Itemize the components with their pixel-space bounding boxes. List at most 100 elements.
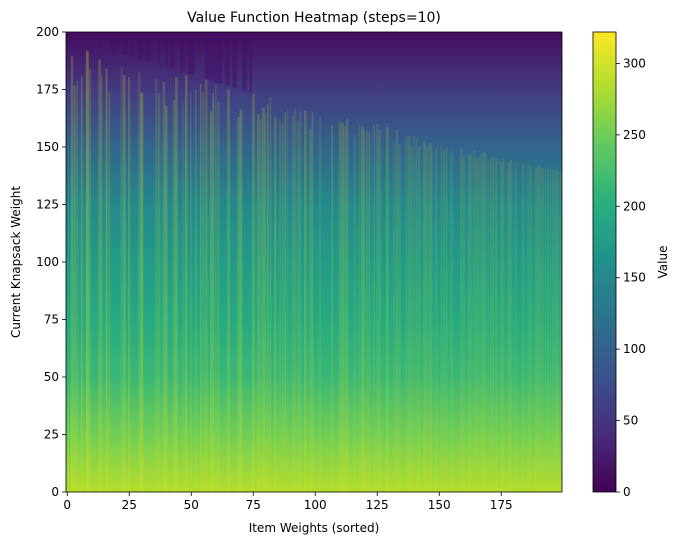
heatmap-column <box>557 171 559 492</box>
y-tick-label: 0 <box>51 485 59 499</box>
heatmap-column <box>462 154 465 492</box>
heatmap-column <box>274 117 277 492</box>
heatmap-column <box>485 152 487 492</box>
y-tick-label: 25 <box>44 428 59 442</box>
colorbar-tick-label: 100 <box>623 342 646 356</box>
heatmap-notch <box>242 32 245 91</box>
heatmap-column <box>547 168 549 492</box>
heatmap-column <box>214 84 217 492</box>
heatmap-notch <box>190 32 193 75</box>
heatmap-column <box>487 159 490 492</box>
heatmap-notch <box>224 32 228 86</box>
heatmap-notch <box>217 32 220 83</box>
colorbar-tick-label: 200 <box>623 199 646 213</box>
heatmap-column <box>527 163 530 492</box>
heatmap-column <box>264 113 267 492</box>
heatmap-notch <box>170 32 173 69</box>
heatmap-column <box>460 148 463 492</box>
heatmap-column <box>477 157 480 492</box>
heatmap-column <box>544 168 547 492</box>
heatmap-notch <box>207 32 210 80</box>
x-tick-label: 100 <box>304 498 327 512</box>
heatmap-column <box>261 107 265 492</box>
heatmap-column <box>534 167 538 492</box>
heatmap-column <box>269 97 272 492</box>
heatmap-column <box>376 124 379 492</box>
heatmap-column <box>470 153 472 492</box>
heatmap-notch <box>204 32 208 80</box>
heatmap-column <box>140 92 144 492</box>
heatmap-column <box>514 161 517 492</box>
heatmap-column <box>165 105 168 492</box>
heatmap-notch <box>214 32 218 83</box>
x-tick-label: 0 <box>63 498 71 512</box>
heatmap-column <box>299 110 302 492</box>
heatmap-notch <box>180 32 183 72</box>
heatmap-column <box>373 124 376 492</box>
heatmap-notch <box>83 32 86 42</box>
x-axis-label: Item Weights (sorted) <box>249 521 380 535</box>
heatmap-column <box>185 75 188 492</box>
heatmap-notch <box>125 32 128 55</box>
heatmap-column <box>252 93 255 492</box>
heatmap-column <box>204 79 208 492</box>
heatmap-notch <box>244 32 248 92</box>
heatmap-notch <box>130 32 133 57</box>
heatmap-column <box>199 83 202 492</box>
heatmap-column <box>123 75 126 492</box>
heatmap-column <box>227 89 231 492</box>
heatmap-column <box>353 134 356 492</box>
heatmap-column <box>98 59 102 492</box>
heatmap-column <box>363 130 366 492</box>
heatmap-column <box>366 130 369 492</box>
heatmap-column <box>338 121 342 492</box>
heatmap-column <box>542 167 545 492</box>
heatmap-column <box>500 161 503 492</box>
x-tick-label: 175 <box>490 498 513 512</box>
heatmap-column <box>393 142 395 492</box>
heatmap-column <box>157 93 161 492</box>
heatmap-notch <box>182 32 186 73</box>
heatmap-column <box>430 143 433 492</box>
heatmap-column <box>209 111 213 492</box>
heatmap-notch <box>249 32 252 93</box>
heatmap-column <box>413 135 415 492</box>
colorbar-tick-label: 300 <box>623 56 646 70</box>
x-tick-label: 150 <box>428 498 451 512</box>
heatmap-column <box>286 109 289 492</box>
heatmap-column <box>108 91 111 492</box>
heatmap-notch <box>66 32 69 37</box>
heatmap-column <box>482 151 486 492</box>
heatmap-notch <box>137 32 141 59</box>
heatmap-column <box>105 68 108 492</box>
y-tick-label: 175 <box>36 83 59 97</box>
heatmap-column <box>309 128 312 492</box>
heatmap-column <box>194 89 197 492</box>
heatmap-column <box>88 68 92 492</box>
heatmap-column <box>296 121 300 492</box>
colorbar-tick-label: 250 <box>623 128 646 142</box>
heatmap-notch <box>110 32 114 51</box>
heatmap-column <box>137 71 141 492</box>
heatmap-column <box>182 103 185 492</box>
heatmap-column <box>284 112 287 492</box>
heatmap-column <box>472 149 475 492</box>
heatmap-notch <box>212 32 215 82</box>
heatmap-notch <box>232 32 235 88</box>
heatmap-column <box>361 126 365 492</box>
y-tick-label: 100 <box>36 255 59 269</box>
chart-title: Value Function Heatmap (steps=10) <box>187 10 441 26</box>
heatmap-column <box>259 118 262 492</box>
colorbar-tick-label: 0 <box>623 485 631 499</box>
heatmap-column <box>266 104 269 492</box>
y-tick-label: 150 <box>36 140 59 154</box>
heatmap-column <box>239 109 243 492</box>
heatmap-column <box>343 126 347 492</box>
heatmap-column <box>120 66 123 492</box>
heatmap-notch <box>219 32 223 84</box>
heatmap-column <box>450 150 454 492</box>
heatmap-column <box>311 112 314 492</box>
heatmap-column <box>385 126 389 492</box>
heatmap-column <box>442 149 445 492</box>
heatmap-column <box>395 130 399 492</box>
